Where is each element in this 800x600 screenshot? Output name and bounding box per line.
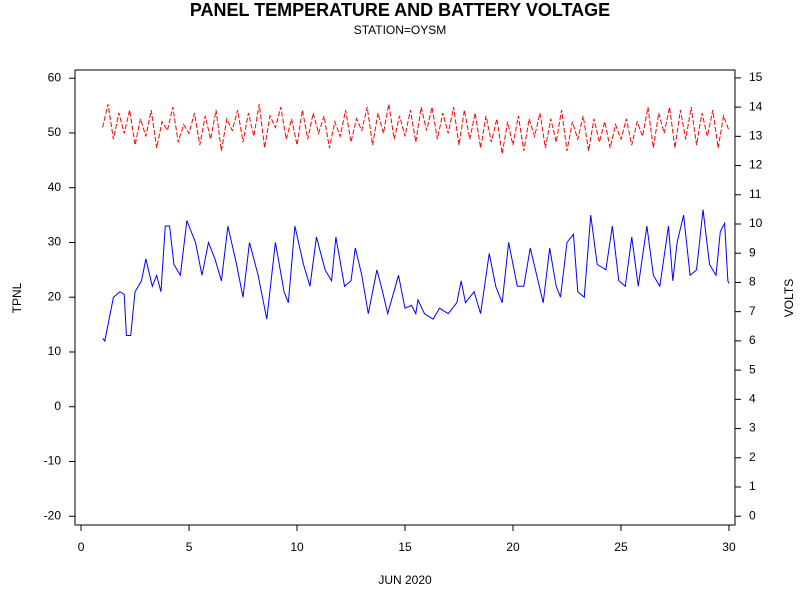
x-tick-label: 0 [78,540,85,554]
y2-tick-label: 10 [749,216,763,230]
y2-tick-label: 3 [749,421,756,435]
y-tick-label: -20 [44,508,62,522]
y2-tick-label: 6 [749,333,756,347]
x-tick-label: 10 [290,540,304,554]
x-tick-label: 25 [614,540,628,554]
y-tick-label: 10 [48,344,62,358]
y-tick-label: 40 [48,180,62,194]
y-tick-label: 60 [48,70,62,84]
y-axis-label: TPNL [10,282,24,313]
y2-tick-label: 9 [749,245,756,259]
y2-tick-label: 7 [749,304,756,318]
y2-tick-label: 14 [749,99,763,113]
y2-tick-label: 5 [749,362,756,376]
y-tick-label: -10 [44,454,62,468]
y-tick-label: 30 [48,235,62,249]
y2-axis-label: VOLTS [782,279,796,317]
y2-tick-label: 0 [749,508,756,522]
y-tick-label: 20 [48,289,62,303]
y2-tick-label: 11 [749,187,762,201]
chart-title: PANEL TEMPERATURE AND BATTERY VOLTAGE [190,0,610,20]
y2-tick-label: 13 [749,129,763,143]
y2-tick-label: 4 [749,392,756,406]
y2-tick-label: 8 [749,275,756,289]
x-tick-label: 20 [506,540,520,554]
plot-frame [74,69,736,526]
x-axis-label: JUN 2020 [378,573,432,587]
y2-tick-label: 15 [749,70,763,84]
y-tick-label: 0 [54,399,61,413]
x-tick-label: 15 [398,540,412,554]
series-line [102,209,730,343]
x-tick-label: 5 [186,540,193,554]
chart-subtitle: STATION=OYSM [354,23,447,37]
series-line [102,104,730,154]
y-tick-label: 50 [48,125,62,139]
y2-tick-label: 12 [749,158,763,172]
x-tick-label: 30 [722,540,736,554]
y2-tick-label: 1 [749,479,756,493]
y2-tick-label: 2 [749,450,756,464]
